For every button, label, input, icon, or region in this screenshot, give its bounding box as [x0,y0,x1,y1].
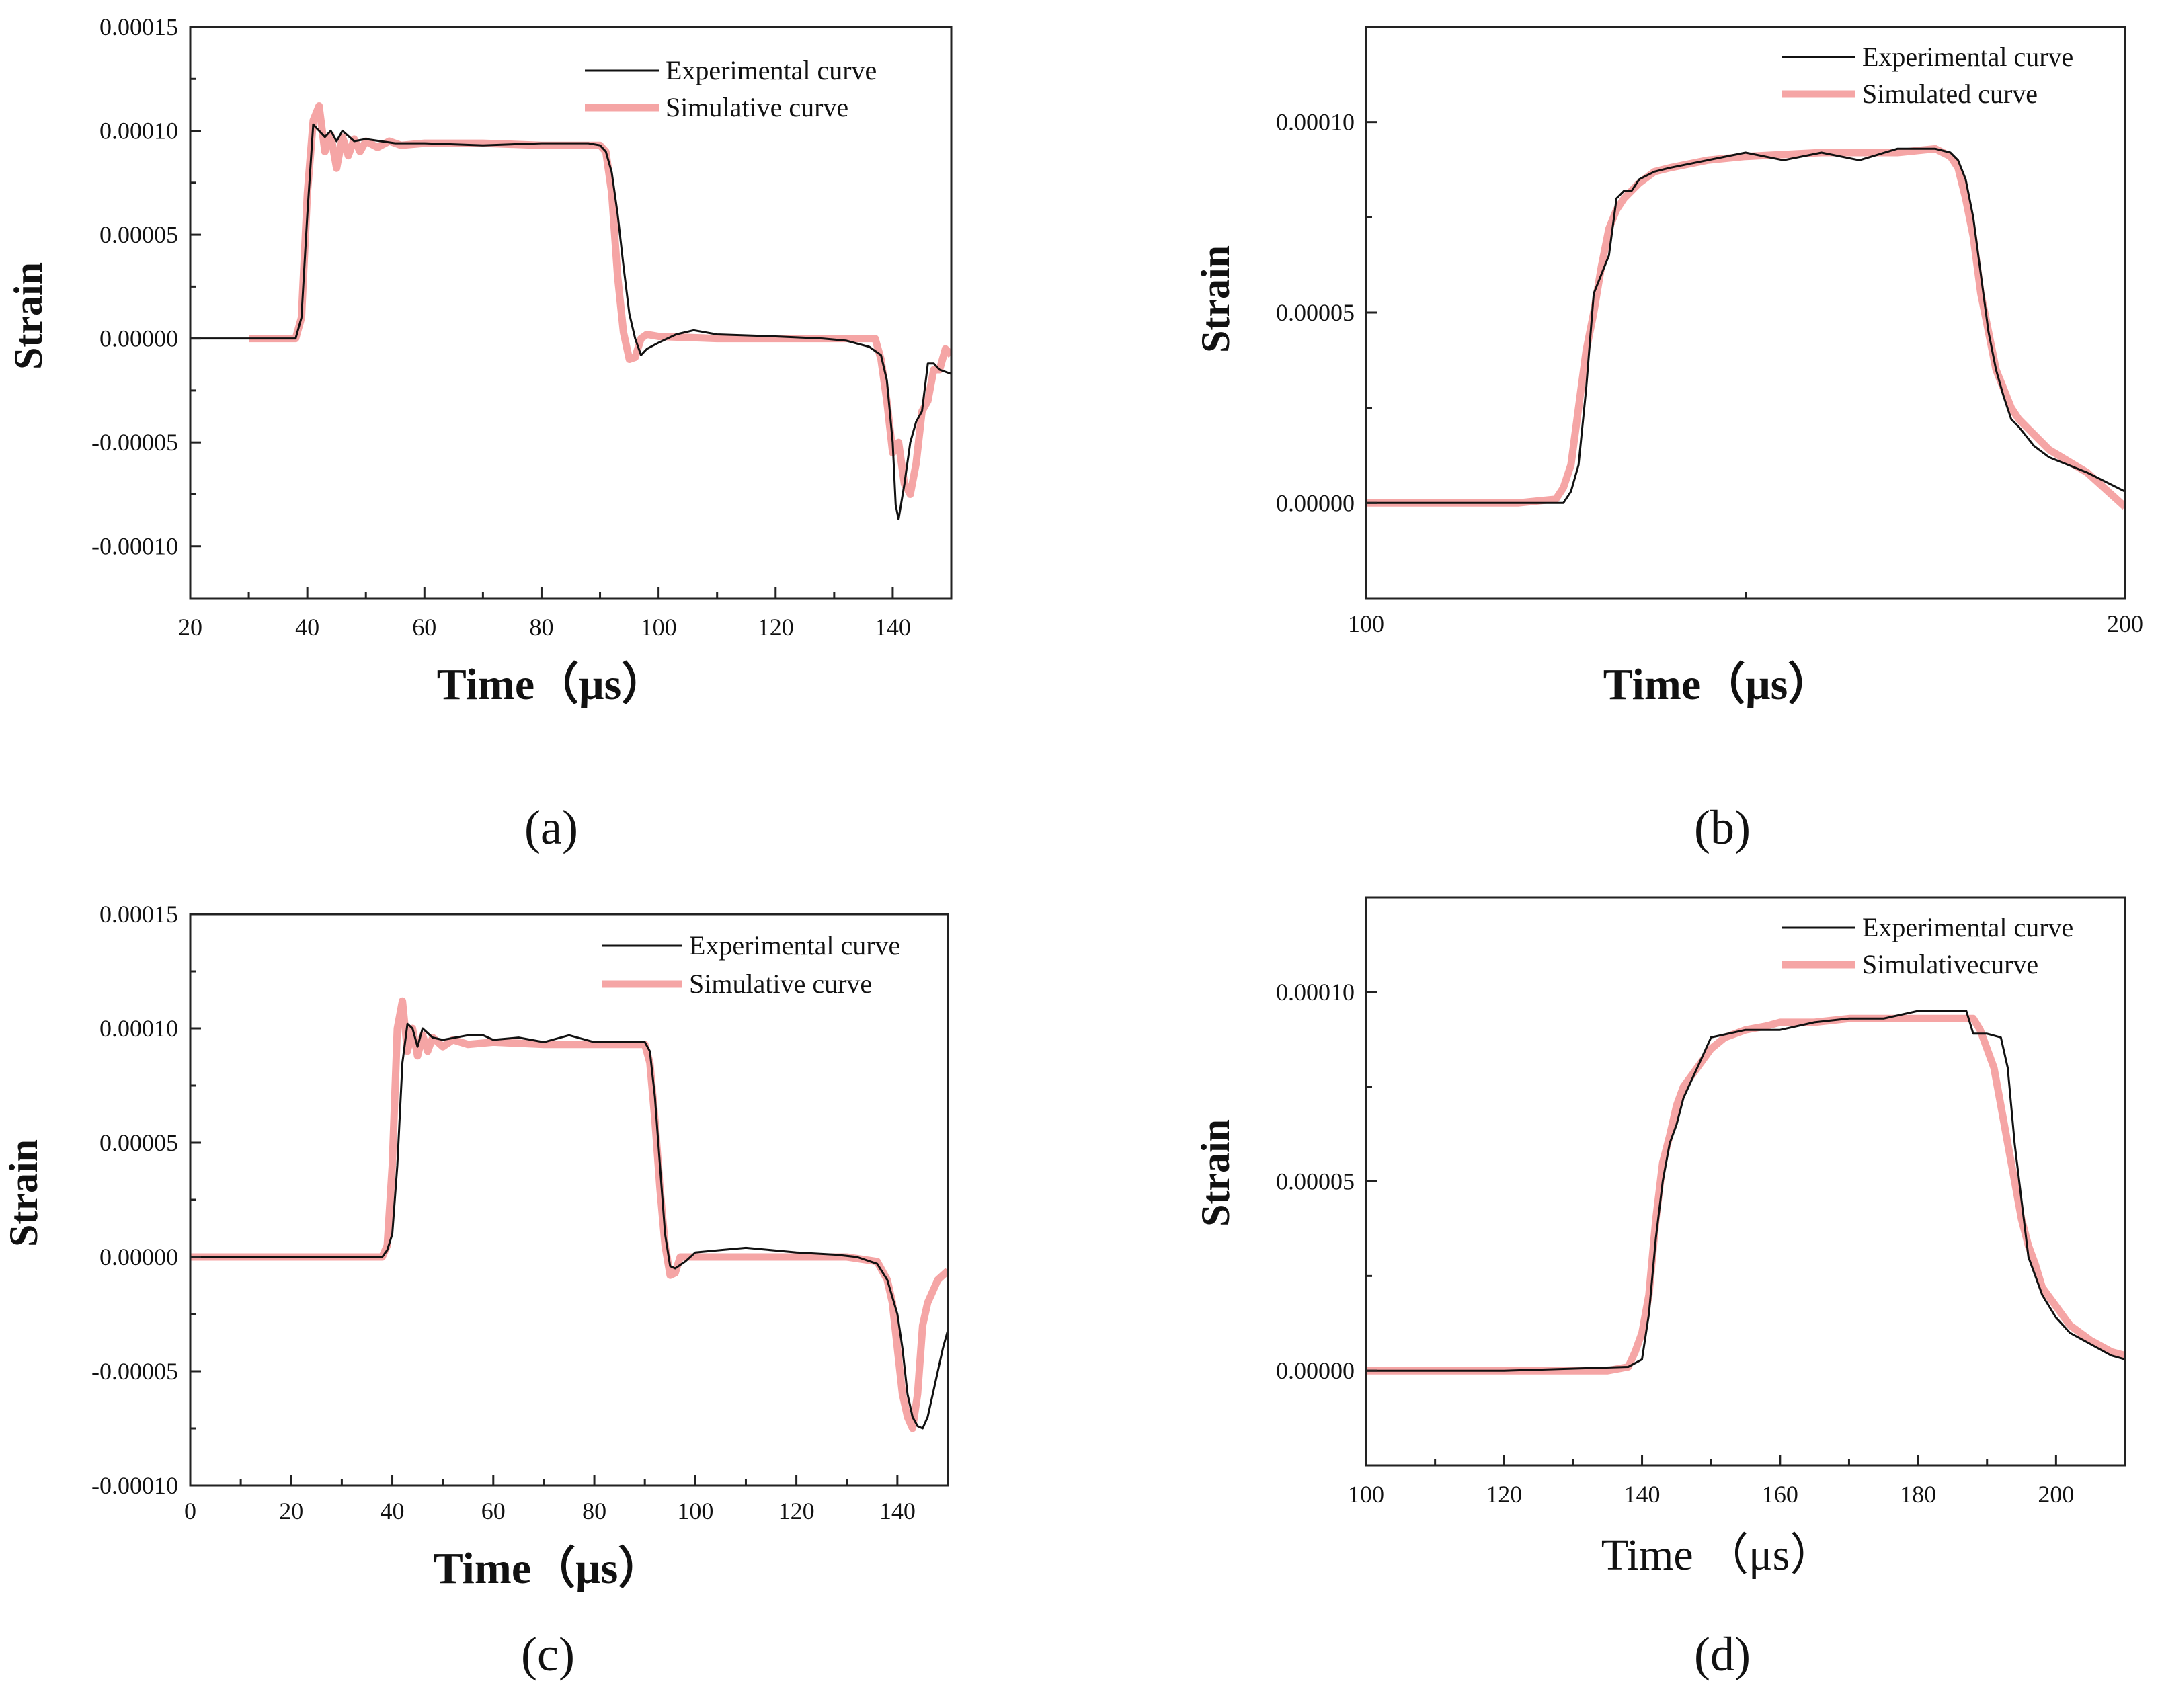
y-axis-title: Strain [1193,1119,1238,1227]
x-tick-label: 60 [481,1498,506,1524]
x-tick-label: 120 [758,614,794,641]
x-tick-label: 140 [875,614,911,641]
series-line-experimental [190,123,951,520]
plot-frame [189,26,953,600]
x-axis-title: Time （μs） [1601,1531,1835,1580]
x-tick-label: 40 [381,1498,405,1524]
x-tick-label: 200 [2038,1481,2074,1508]
panel-label: (b) [1694,801,1751,854]
x-tick-label: 160 [1762,1481,1798,1508]
y-tick-label: 0.00010 [99,118,178,145]
legend-label-simulated: Simulated curve [1862,79,2038,109]
y-tick-label: 0.00010 [1276,109,1355,136]
x-tick-label: 80 [582,1498,606,1524]
x-axis-title: Time（μs） [1603,659,1833,709]
x-tick-label: 180 [1900,1481,1936,1508]
y-axis-title: Strain [1193,245,1238,353]
y-tick-label: -0.00005 [91,1358,178,1385]
y-tick-label: 0.00005 [99,221,178,248]
legend-label-simulated: Simulative curve [689,969,872,999]
x-tick-label: 140 [879,1498,916,1524]
y-tick-label: 0.00005 [99,1129,178,1156]
legend-label-experimental: Experimental curve [1862,42,2073,72]
chart-panel-d: 0.00000 0.00005 0.00010 100 120 140 160 180 200 S… [1193,896,2126,1681]
y-tick-label: -0.00010 [91,1472,178,1499]
legend-label-experimental: Experimental curve [666,55,877,85]
x-tick-label: 120 [1486,1481,1522,1508]
series-line-experimental [1366,147,2125,504]
x-tick-label: 140 [1624,1481,1661,1508]
y-tick-label: 0.00000 [99,325,178,352]
charts-layer: -0.00010-0.000050.000000.000050.000100.0… [1,13,2143,1681]
x-tick-label: 100 [677,1498,713,1524]
y-tick-label: 0.00005 [1276,1168,1355,1195]
y-tick-label: 0.00010 [99,1015,178,1042]
x-tick-label: 20 [178,614,202,641]
series-line-simulated [1366,1014,2125,1375]
chart-panel-a: -0.00010 -0.00005 0.00000 0.00005 0.00010 0.0… [6,13,953,854]
legend-label-experimental: Experimental curve [689,930,900,961]
y-tick-label: -0.00005 [91,429,178,456]
panel-label: (a) [524,801,578,854]
series-line-simulated [1366,145,2125,510]
x-tick-label: 60 [412,614,436,641]
legend-label-simulated: Simulative curve [666,92,848,122]
x-tick-label: 20 [279,1498,303,1524]
y-tick-label: 0.00000 [1276,489,1355,516]
x-tick-label: 100 [641,614,677,641]
x-tick-label: 120 [778,1498,815,1524]
series-line-simulated [190,997,948,1432]
y-tick-label: 0.00015 [99,901,178,928]
x-tick-label: 40 [295,614,319,641]
x-tick-label: 200 [2107,610,2143,637]
y-tick-label: 0.00000 [99,1244,178,1270]
panel-label: (d) [1694,1627,1751,1681]
series-line-simulated [249,102,951,498]
panel-label: (c) [521,1627,575,1681]
chart-panel-b: 0.00000 0.00005 0.00010 100 200 Strain Time（μs… [1193,26,2143,854]
y-tick-label: 0.00015 [99,13,178,40]
plot-frame [1365,26,2126,600]
x-tick-label: 100 [1348,610,1384,637]
y-tick-label: 0.00000 [1276,1357,1355,1384]
y-tick-label: 0.00010 [1276,979,1355,1006]
series-line-experimental [1366,1010,2125,1372]
x-tick-label: 100 [1348,1481,1384,1508]
y-tick-label: -0.00010 [91,533,178,560]
plot-frame [189,913,949,1487]
x-tick-label: 0 [184,1498,196,1524]
chart-panel-c: -0.00010 -0.00005 0.00000 0.00005 0.00010 0.0… [1,901,949,1681]
legend-label-experimental: Experimental curve [1862,912,2073,942]
y-tick-label: 0.00005 [1276,299,1355,326]
y-axis-title: Strain [1,1139,46,1247]
series-line-experimental [190,1022,948,1430]
x-axis-title: Time（μs） [437,659,666,709]
x-tick-label: 80 [529,614,553,641]
legend-label-simulated: Simulativecurve [1862,949,2038,979]
x-axis-title: Time（μs） [434,1543,663,1593]
y-axis-title: Strain [6,262,50,370]
